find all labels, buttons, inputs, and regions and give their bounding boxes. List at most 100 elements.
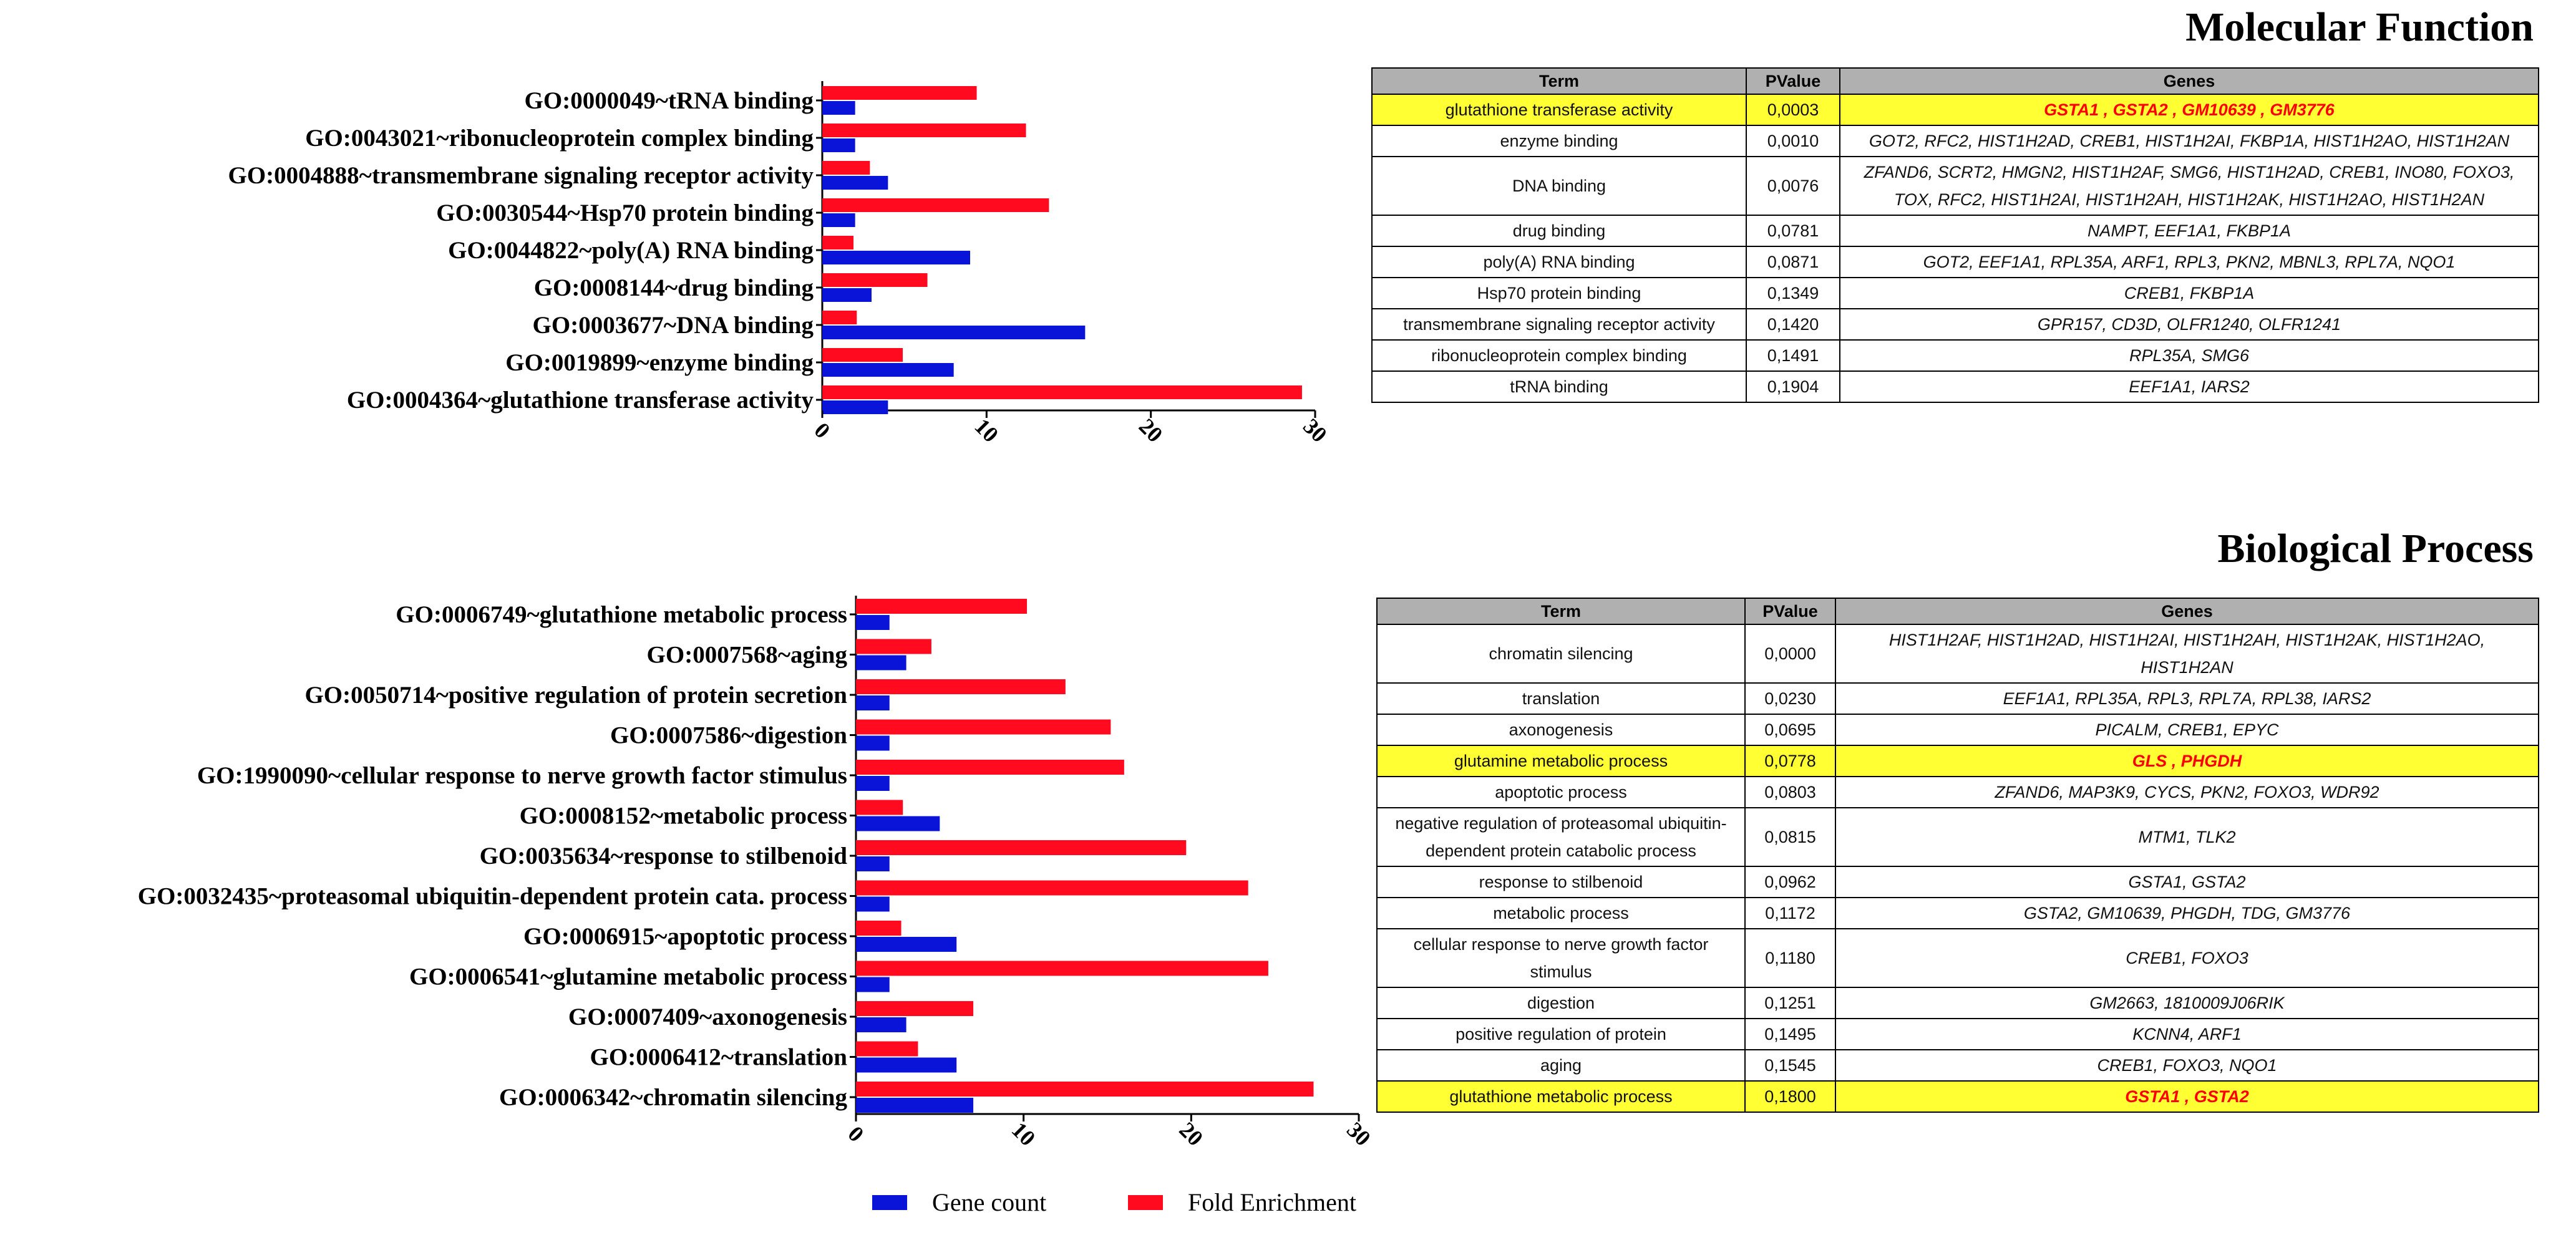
gene-count-bar xyxy=(856,1057,957,1073)
category-label: GO:0006915~apoptotic process xyxy=(523,923,847,950)
pvalue-cell: 0,0815 xyxy=(1744,807,1836,867)
table-row: cellular response to nerve growth factor… xyxy=(1376,928,2539,988)
pvalue-cell: 0,0010 xyxy=(1746,125,1840,157)
x-tick-label: 20 xyxy=(1174,1117,1208,1151)
fold-enrichment-bar xyxy=(822,311,857,324)
gene-count-bar xyxy=(822,363,954,377)
fold-enrichment-bar xyxy=(856,961,1268,976)
gene-count-bar xyxy=(822,101,855,115)
category-label: GO:0003677~DNA binding xyxy=(533,312,814,339)
genes-cell: GSTA1, GSTA2 xyxy=(1835,866,2539,898)
category-label: GO:0030544~Hsp70 protein binding xyxy=(436,200,814,226)
fold-enrichment-bar xyxy=(856,1001,974,1016)
fold-enrichment-bar xyxy=(856,840,1187,855)
term-cell: negative regulation of proteasomal ubiqu… xyxy=(1376,807,1746,867)
biological-process-chart: GO:0006749~glutathione metabolic process… xyxy=(138,596,1376,1151)
term-cell: cellular response to nerve growth factor… xyxy=(1376,928,1746,988)
genes-cell: CREB1, FOXO3 xyxy=(1835,928,2539,988)
pvalue-cell: 0,0778 xyxy=(1744,745,1836,777)
gene-count-bar xyxy=(856,816,940,831)
term-cell: response to stilbenoid xyxy=(1376,866,1746,898)
term-cell: chromatin silencing xyxy=(1376,624,1746,684)
gene-count-bar xyxy=(822,288,872,302)
gene-count-bar xyxy=(822,326,1086,339)
pvalue-cell: 0,0803 xyxy=(1744,776,1836,808)
genes-cell: EEF1A1, IARS2 xyxy=(1839,370,2539,403)
pvalue-cell: 0,0000 xyxy=(1744,624,1836,684)
category-label: GO:1990090~cellular response to nerve gr… xyxy=(197,762,847,789)
genes-cell: KCNN4, ARF1 xyxy=(1835,1018,2539,1050)
category-label: GO:0007586~digestion xyxy=(610,722,847,749)
category-label: GO:0035634~response to stilbenoid xyxy=(480,843,848,869)
gene-count-bar xyxy=(856,695,890,710)
legend-fold-enrichment: Fold Enrichment xyxy=(1128,1188,1356,1217)
table-row: Hsp70 protein binding 0,1349 CREB1, FKBP1A xyxy=(1371,277,2539,309)
genes-cell: PICALM, CREB1, EPYC xyxy=(1835,714,2539,746)
genes-cell: GSTA1 , GSTA2 xyxy=(1835,1080,2539,1113)
fold-enrichment-bar xyxy=(856,760,1124,775)
category-label: GO:0006541~glutamine metabolic process xyxy=(409,964,847,990)
table-row: negative regulation of proteasomal ubiqu… xyxy=(1376,807,2539,867)
column-header-genes: Genes xyxy=(1835,598,2539,625)
molecular-function-title: Molecular Function xyxy=(2185,4,2534,50)
fold-enrichment-bar xyxy=(856,639,931,654)
table-row: ribonucleoprotein complex binding 0,1491 R… xyxy=(1371,339,2539,372)
genes-cell: EEF1A1, RPL35A, RPL3, RPL7A, RPL38, IARS… xyxy=(1835,682,2539,715)
genes-cell: NAMPT, EEF1A1, FKBP1A xyxy=(1839,215,2539,247)
biological-process-table: Term PValue Genes chromatin silencing 0,0… xyxy=(1376,598,2539,1113)
category-label: GO:0050714~positive regulation of protei… xyxy=(304,682,847,709)
category-label: GO:0019899~enzyme binding xyxy=(505,349,814,376)
gene-count-bar xyxy=(822,251,970,264)
gene-count-bar xyxy=(856,856,890,871)
category-label: GO:0006749~glutathione metabolic process xyxy=(396,601,847,628)
table-row: aging 0,1545 CREB1, FOXO3, NQO1 xyxy=(1376,1049,2539,1082)
gene-count-bar xyxy=(822,176,888,190)
fold-enrichment-bar xyxy=(856,599,1028,614)
term-cell: axonogenesis xyxy=(1376,714,1746,746)
pvalue-cell: 0,0871 xyxy=(1746,246,1840,278)
fold-enrichment-bar xyxy=(856,719,1111,735)
table-row: apoptotic process 0,0803 ZFAND6, MAP3K9, C… xyxy=(1376,776,2539,808)
fold-enrichment-bar xyxy=(822,348,903,362)
category-label: GO:0008144~drug binding xyxy=(534,274,814,301)
genes-cell: MTM1, TLK2 xyxy=(1835,807,2539,867)
category-label: GO:0032435~proteasomal ubiquitin-depende… xyxy=(138,883,847,910)
table-row: translation 0,0230 EEF1A1, RPL35A, RPL3, R… xyxy=(1376,682,2539,715)
category-label: GO:0008152~metabolic process xyxy=(520,803,847,830)
term-cell: glutathione metabolic process xyxy=(1376,1080,1746,1113)
table-row: glutamine metabolic process 0,0778 GLS , P… xyxy=(1376,745,2539,777)
term-cell: tRNA binding xyxy=(1371,370,1747,403)
pvalue-cell: 0,1420 xyxy=(1746,308,1840,341)
genes-cell: GM2663, 1810009J06RIK xyxy=(1835,987,2539,1019)
genes-cell: GSTA1 , GSTA2 , GM10639 , GM3776 xyxy=(1839,94,2539,126)
genes-cell: RPL35A, SMG6 xyxy=(1839,339,2539,372)
category-label: GO:0006412~translation xyxy=(590,1044,848,1071)
gene-count-bar xyxy=(856,896,890,912)
table-row: DNA binding 0,0076 ZFAND6, SCRT2, HMGN2, H… xyxy=(1371,156,2539,216)
gene-count-bar xyxy=(856,937,957,952)
category-label: GO:0004364~glutathione transferase activ… xyxy=(347,387,814,414)
term-cell: aging xyxy=(1376,1049,1746,1082)
term-cell: apoptotic process xyxy=(1376,776,1746,808)
fold-enrichment-bar xyxy=(856,921,902,936)
gene-count-bar xyxy=(856,615,890,630)
biological-process-title: Biological Process xyxy=(2217,526,2534,571)
category-label: GO:0007568~aging xyxy=(647,642,848,669)
legend-fold-enrichment-swatch xyxy=(1128,1194,1163,1210)
term-cell: glutathione transferase activity xyxy=(1371,94,1747,126)
category-label: GO:0000049~tRNA binding xyxy=(525,87,814,114)
pvalue-cell: 0,1904 xyxy=(1746,370,1840,403)
genes-cell: ZFAND6, MAP3K9, CYCS, PKN2, FOXO3, WDR92 xyxy=(1835,776,2539,808)
table-row: glutathione transferase activity 0,0003 GS… xyxy=(1371,94,2539,126)
gene-count-bar xyxy=(822,400,888,414)
term-cell: transmembrane signaling receptor activit… xyxy=(1371,308,1747,341)
genes-cell: GLS , PHGDH xyxy=(1835,745,2539,777)
pvalue-cell: 0,1491 xyxy=(1746,339,1840,372)
category-label: GO:0043021~ribonucleoprotein complex bin… xyxy=(305,125,814,152)
fold-enrichment-bar xyxy=(822,86,977,100)
pvalue-cell: 0,0962 xyxy=(1744,866,1836,898)
pvalue-cell: 0,0695 xyxy=(1744,714,1836,746)
category-label: GO:0007409~axonogenesis xyxy=(568,1004,847,1030)
category-label: GO:0044822~poly(A) RNA binding xyxy=(448,237,814,264)
table-row: chromatin silencing 0,0000 HIST1H2AF, HIST… xyxy=(1376,624,2539,684)
